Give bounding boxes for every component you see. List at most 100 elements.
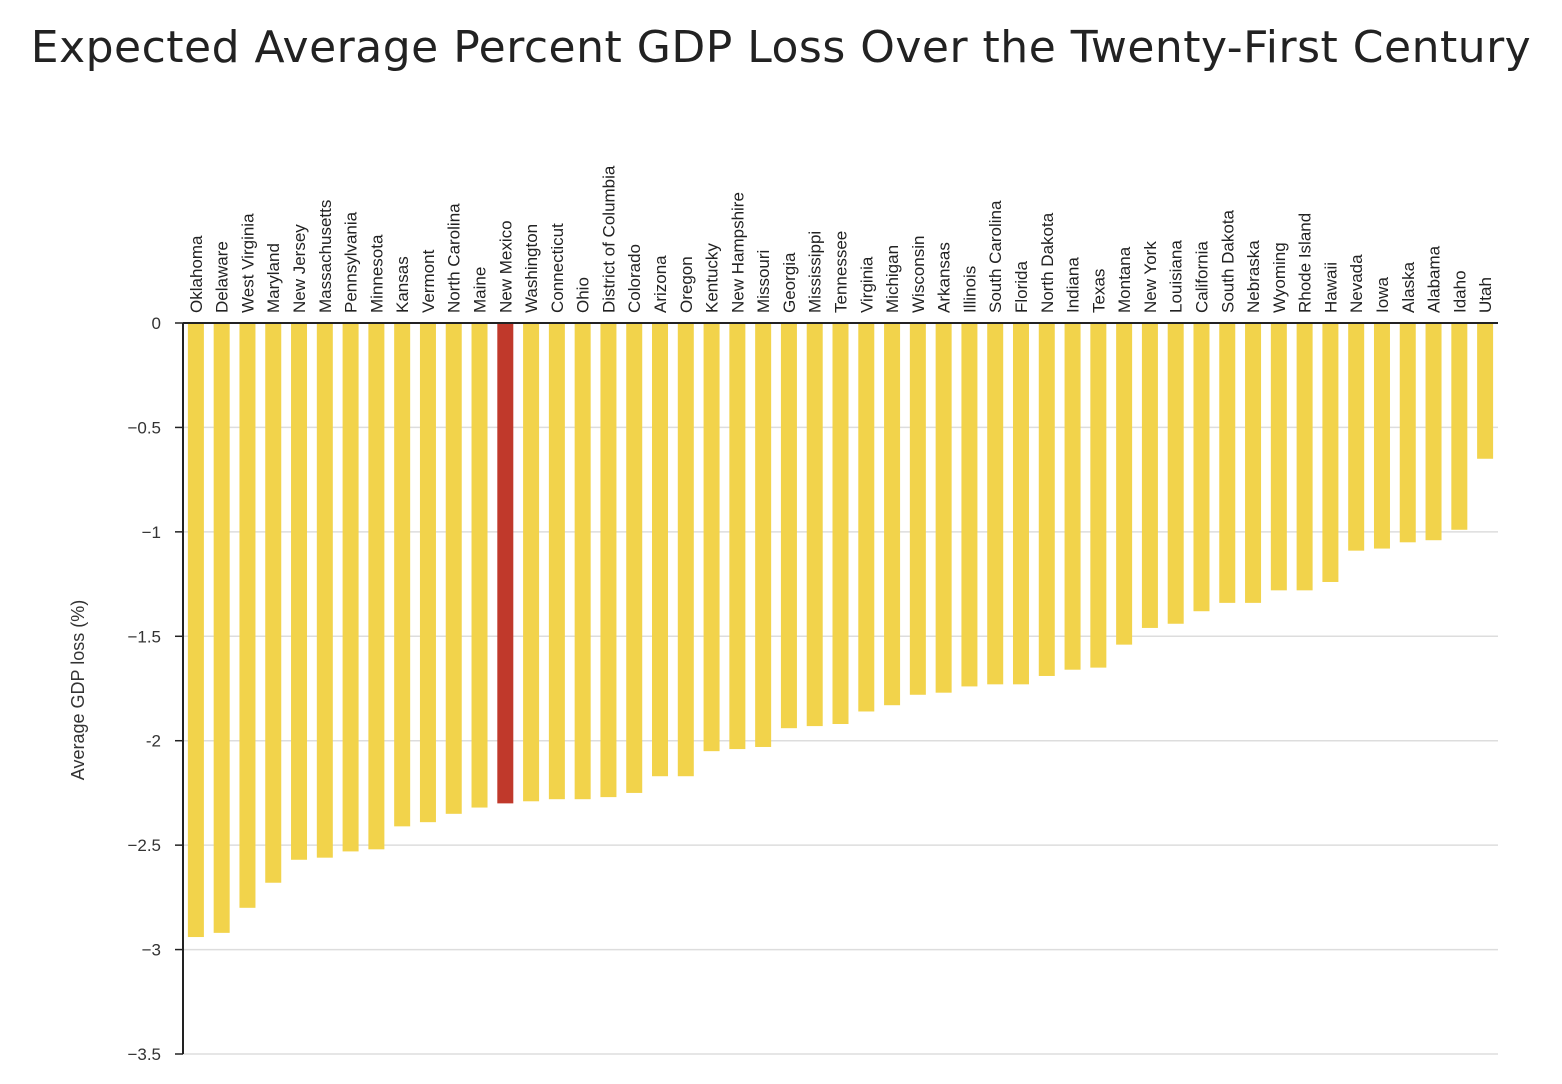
category-label: Vermont	[419, 249, 438, 313]
category-label: Delaware	[213, 241, 232, 313]
category-label: Illinois	[960, 266, 979, 313]
category-label: Indiana	[1064, 257, 1083, 313]
category-label: North Dakota	[1038, 212, 1057, 313]
y-tick-label: −2.5	[127, 836, 161, 855]
bar	[1064, 323, 1081, 670]
category-label: New Mexico	[496, 220, 515, 313]
bar	[755, 323, 772, 747]
category-label: Kentucky	[703, 243, 722, 313]
bar	[806, 323, 823, 727]
y-tick-label: −0.5	[127, 418, 161, 437]
category-label: Alabama	[1425, 245, 1444, 313]
category-label: Mississippi	[806, 231, 825, 313]
category-label: Iowa	[1373, 277, 1392, 313]
bar	[342, 323, 359, 852]
category-labels: Oklahoma Delaware West Virginia Maryland New…	[187, 165, 1495, 313]
bar	[1193, 323, 1210, 612]
bar	[1296, 323, 1313, 591]
bar	[1245, 323, 1262, 603]
category-label: Kansas	[393, 256, 412, 313]
category-label: New York	[1141, 241, 1160, 313]
bar	[213, 323, 230, 933]
bar	[600, 323, 617, 798]
bar	[909, 323, 926, 695]
y-tick-labels: 0 −0.5 −1 −1.5 -2 −2.5 −3 −3.5	[127, 314, 183, 1064]
bar	[445, 323, 462, 814]
bar	[652, 323, 669, 777]
bar	[291, 323, 308, 860]
category-label: Wisconsin	[909, 236, 928, 313]
category-label: Washington	[522, 224, 541, 313]
category-label: Rhode Island	[1296, 213, 1315, 313]
category-label: Nebraska	[1244, 240, 1263, 313]
category-label: New Hampshire	[728, 192, 747, 313]
y-axis-label: Average GDP loss (%)	[68, 600, 88, 780]
category-label: Alaska	[1399, 261, 1418, 313]
category-label: Massachusetts	[316, 200, 335, 313]
y-tick-label: −1.5	[127, 627, 161, 646]
category-label: Connecticut	[548, 223, 567, 313]
bar	[832, 323, 849, 725]
category-label: West Virginia	[238, 213, 257, 313]
bar	[626, 323, 643, 793]
bar	[858, 323, 875, 712]
bar	[1219, 323, 1236, 603]
y-tick-label: −3.5	[127, 1045, 161, 1064]
category-label: Wyoming	[1270, 242, 1289, 313]
bar	[677, 323, 694, 777]
category-label: Texas	[1089, 269, 1108, 313]
bar	[394, 323, 411, 827]
category-label: Florida	[1012, 260, 1031, 313]
category-label: Maine	[471, 267, 490, 313]
bar	[987, 323, 1004, 685]
category-label: Arizona	[651, 255, 670, 313]
bar	[961, 323, 978, 687]
y-tick-label: 0	[152, 314, 161, 333]
bar	[1090, 323, 1107, 668]
bar	[523, 323, 540, 802]
bar	[265, 323, 282, 883]
bar	[187, 323, 204, 938]
bar	[368, 323, 385, 850]
bar	[1116, 323, 1133, 645]
category-label: Pennsylvania	[342, 211, 361, 313]
bar	[1425, 323, 1442, 541]
bar	[1399, 323, 1416, 543]
category-label: Ohio	[574, 277, 593, 313]
bar	[729, 323, 746, 750]
category-label: Idaho	[1450, 270, 1469, 313]
category-label: North Carolina	[445, 203, 464, 313]
chart-title: Expected Average Percent GDP Loss Over t…	[30, 22, 1532, 73]
category-label: Colorado	[625, 244, 644, 313]
category-label: New Jersey	[290, 224, 309, 313]
bar	[497, 323, 514, 804]
bar	[780, 323, 797, 729]
bar	[1270, 323, 1287, 591]
category-label: Tennessee	[832, 231, 851, 313]
bar	[1348, 323, 1365, 551]
bar	[935, 323, 952, 693]
bar	[1322, 323, 1339, 582]
category-label: Michigan	[883, 245, 902, 313]
category-label: California	[1192, 241, 1211, 313]
y-tick-label: −3	[142, 941, 161, 960]
category-label: Maryland	[264, 243, 283, 313]
category-label: District of Columbia	[599, 165, 618, 313]
bar	[316, 323, 333, 858]
category-label: Oklahoma	[187, 235, 206, 313]
bar	[1141, 323, 1158, 628]
category-label: Virginia	[857, 256, 876, 313]
category-label: Minnesota	[367, 234, 386, 313]
bar	[574, 323, 591, 800]
bar	[1012, 323, 1029, 685]
bar	[1373, 323, 1390, 549]
category-label: Arkansas	[935, 242, 954, 313]
category-label: Montana	[1115, 246, 1134, 313]
bar	[548, 323, 565, 800]
axes	[182, 322, 1498, 1054]
bar	[884, 323, 901, 706]
category-label: Georgia	[780, 252, 799, 313]
bars	[187, 323, 1494, 938]
bar	[703, 323, 720, 752]
